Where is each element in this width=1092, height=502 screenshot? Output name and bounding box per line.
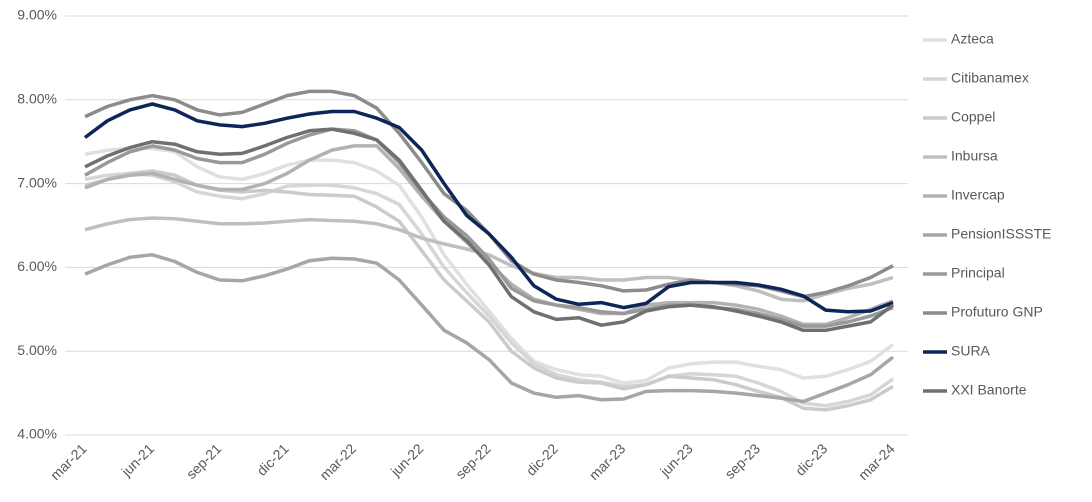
y-tick-label: 4.00% (17, 426, 57, 442)
series-line (84, 127, 894, 328)
legend-label: Citibanamex (951, 70, 1029, 86)
series-line (84, 253, 895, 404)
legend-label: Coppel (951, 109, 995, 125)
series-line (84, 146, 895, 385)
x-tick-label: mar-21 (47, 440, 90, 483)
y-tick-label: 5.00% (17, 342, 57, 358)
legend-label: Azteca (951, 31, 994, 47)
y-tick-label: 8.00% (17, 91, 57, 107)
legend-label: Principal (951, 265, 1005, 281)
y-tick-label: 6.00% (17, 258, 57, 274)
legend-label: PensionISSSTE (951, 226, 1051, 242)
x-tick-label: mar-22 (316, 440, 359, 483)
x-tick-label: jun-23 (656, 440, 696, 480)
x-tick-label: sep-23 (721, 440, 763, 482)
series-line (84, 127, 895, 333)
x-tick-label: sep-21 (183, 440, 225, 482)
x-tick-label: jun-22 (387, 440, 427, 480)
legend-label: Invercap (951, 187, 1005, 203)
series-line (84, 171, 895, 408)
y-tick-label: 7.00% (17, 174, 57, 190)
legend-label: Inbursa (951, 148, 998, 164)
x-tick-label: dic-21 (253, 440, 291, 478)
legend-label: SURA (951, 343, 991, 359)
series-line (83, 102, 894, 314)
x-tick-label: mar-24 (855, 440, 898, 483)
legend-label: Profuturo GNP (951, 304, 1043, 320)
series-line (84, 216, 894, 303)
x-tick-label: jun-21 (118, 440, 158, 480)
x-tick-label: sep-22 (452, 440, 494, 482)
x-tick-label: dic-22 (523, 440, 561, 478)
x-tick-label: dic-23 (792, 440, 830, 478)
x-tick-label: mar-23 (586, 440, 629, 483)
y-tick-label: 9.00% (17, 7, 57, 23)
legend-label: XXI Banorte (951, 382, 1027, 398)
